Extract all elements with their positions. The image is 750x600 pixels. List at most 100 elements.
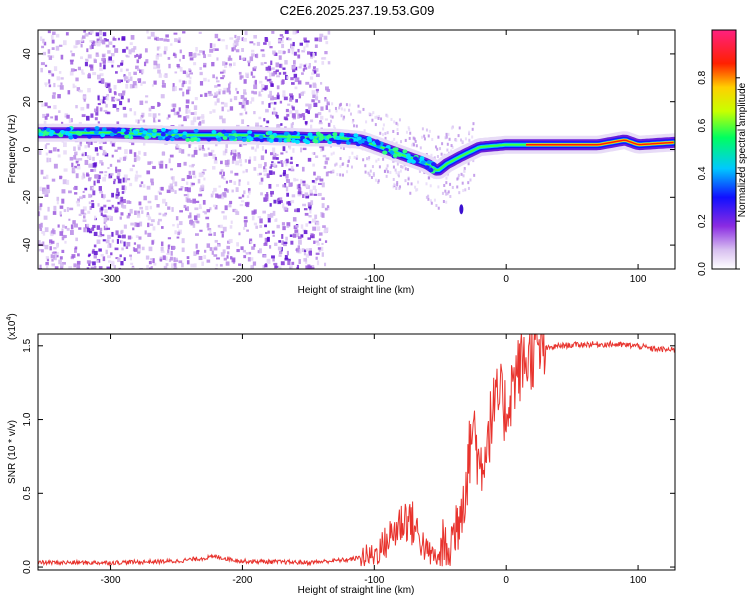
spectrogram-cell <box>407 182 410 186</box>
spectrogram-cell <box>133 71 137 75</box>
spectrogram-cell <box>157 218 162 222</box>
spectrogram-cell <box>119 92 122 97</box>
spectrogram-cell <box>226 255 229 259</box>
spectrogram-cell <box>260 192 263 196</box>
spectrogram-cell <box>99 146 102 150</box>
spectrogram-cell <box>159 256 164 259</box>
spectrogram-cell <box>182 91 185 97</box>
spectrogram-cell <box>393 137 396 141</box>
spectrogram-cell <box>96 74 101 80</box>
spectrogram-cell <box>228 203 232 208</box>
spectrogram-cell <box>221 233 224 238</box>
spectrogram-cell <box>331 102 334 106</box>
colorbar: 0.00.20.40.60.8 Normalized spectral ampl… <box>697 29 748 276</box>
spectrogram-cell <box>195 243 198 249</box>
spectrogram-cell <box>235 87 238 91</box>
spectrogram-cell <box>258 116 262 120</box>
spectrogram-cell <box>197 53 201 56</box>
spectrogram-cell <box>198 146 202 151</box>
spectrogram-cell <box>308 65 311 69</box>
spectrogram-cell <box>322 225 326 228</box>
spectrogram-cell <box>179 67 183 72</box>
spectrogram-cell <box>83 97 86 102</box>
spectrogram-cell <box>269 81 273 84</box>
spectrogram-cell <box>170 43 173 46</box>
spectrogram-cell <box>253 209 257 214</box>
spectrogram-cell <box>325 171 329 177</box>
spectrogram-cell <box>218 90 221 95</box>
spectrogram-cell <box>437 206 440 210</box>
spectrogram-cell <box>203 62 207 66</box>
x-tick-label: -300 <box>101 274 121 285</box>
spectrogram-cell <box>71 162 74 168</box>
spectrogram-cell <box>93 108 98 113</box>
ridge-blob <box>169 137 175 142</box>
spectrogram-cell <box>445 135 448 139</box>
spectrogram-cell <box>170 250 173 256</box>
spectrogram-cell <box>287 260 291 266</box>
spectrogram-cell <box>264 149 267 154</box>
spectrogram-cell <box>315 256 318 260</box>
spectrogram-cell <box>189 212 192 217</box>
spectrogram-cell <box>192 223 196 228</box>
spectrogram-cell <box>73 155 77 160</box>
spectrogram-cell <box>446 173 449 177</box>
spectrogram-cell <box>285 162 288 167</box>
spectrogram-cell <box>302 228 307 232</box>
spectrogram-cell <box>250 265 255 269</box>
spectrogram-cell <box>232 208 237 213</box>
spectrogram-cell <box>74 248 77 253</box>
spectrogram-cell <box>145 95 149 98</box>
spectrogram-cell <box>202 199 206 205</box>
spectrogram-cell <box>208 233 213 236</box>
spectrogram-cell <box>93 41 96 47</box>
spectrogram-cell <box>154 37 157 41</box>
spectrogram-cell <box>99 230 102 236</box>
spectrogram-cell <box>181 247 185 252</box>
spectrogram-cell <box>301 50 305 53</box>
spectrogram-cell <box>116 188 119 192</box>
spectrogram-cell <box>340 114 343 118</box>
spectrogram-cell <box>198 206 202 210</box>
spectrogram-cell <box>48 84 52 88</box>
spectrogram-cell <box>94 168 97 172</box>
spectrogram-cell <box>288 258 291 262</box>
spectrogram-cell <box>251 97 255 102</box>
spectrogram-cell <box>445 176 448 180</box>
spectrogram-cell <box>281 234 284 239</box>
spectrogram-cell <box>171 176 174 180</box>
spectrogram-cell <box>117 235 122 239</box>
spectrogram-cell <box>236 91 239 94</box>
spectrogram-cell <box>190 120 195 126</box>
x-tick-label: -300 <box>101 575 121 586</box>
spectrogram-cell <box>444 136 447 140</box>
ridge-blob <box>152 128 158 133</box>
spectrogram-cell <box>99 67 103 71</box>
spectrogram-cell <box>221 196 225 200</box>
spectrogram-cell <box>133 83 138 89</box>
spectrogram-cell <box>141 246 145 251</box>
spectrogram-cell <box>439 147 442 151</box>
spectrogram-cell <box>121 185 126 190</box>
spectrogram-cell <box>157 221 160 226</box>
spectrogram-cell <box>320 82 323 85</box>
spectrogram-cell <box>178 88 183 91</box>
spectrogram-cell <box>260 88 264 92</box>
spectrogram-cell <box>224 63 228 68</box>
spectrogram-cell <box>187 86 191 92</box>
spectrogram-cell <box>160 186 164 191</box>
spectrogram-cell <box>48 55 53 60</box>
spectrogram-cell <box>167 245 170 250</box>
spectrogram-cell <box>221 174 224 179</box>
ridge-blob <box>241 137 247 142</box>
ridge-blob <box>273 137 279 142</box>
spectrogram-cell <box>38 150 42 155</box>
spectrogram-cell <box>93 250 98 255</box>
spectrogram-cell <box>53 258 57 261</box>
spectrogram-cell <box>286 113 290 117</box>
spectrogram-cell <box>160 94 165 99</box>
ridge-blob <box>173 129 179 134</box>
spectrogram-cell <box>285 186 289 192</box>
spectrogram-cell <box>162 213 167 217</box>
spectrogram-cell <box>114 149 118 152</box>
